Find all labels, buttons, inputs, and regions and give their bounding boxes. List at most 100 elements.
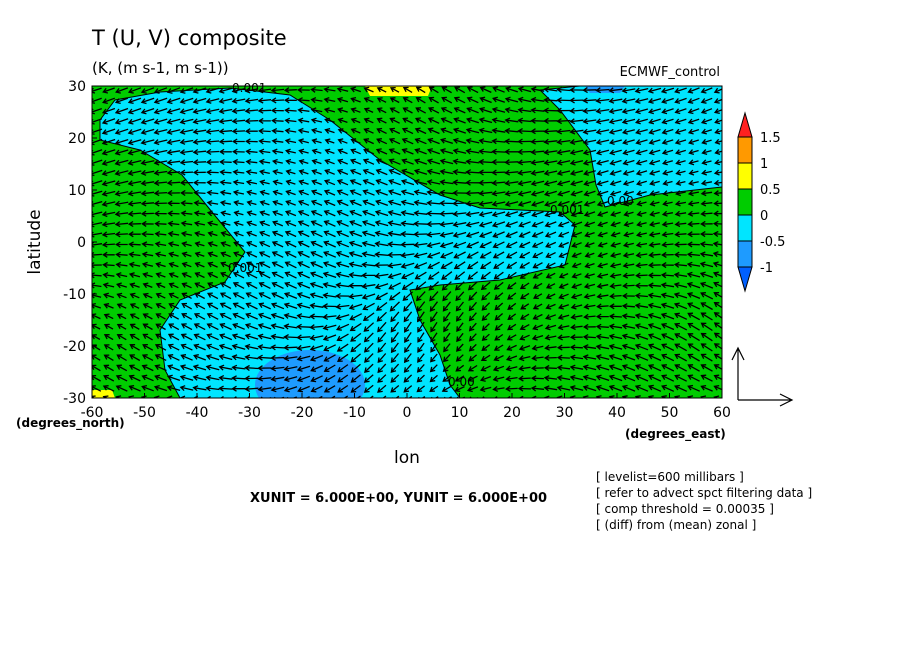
wind-vector (192, 364, 207, 371)
wind-vector (142, 313, 153, 320)
wind-vector (468, 291, 478, 301)
wind-vector (361, 293, 376, 300)
contour-fill (92, 390, 115, 398)
wind-vector (595, 343, 610, 350)
wind-vector (402, 117, 413, 124)
wind-vector (713, 190, 722, 197)
wind-vector (103, 323, 114, 330)
wind-vector (443, 322, 451, 333)
wind-vector (258, 128, 271, 135)
wind-vector (506, 271, 517, 280)
wind-vector (687, 200, 700, 207)
wind-vector (660, 302, 675, 309)
wind-vector (181, 261, 192, 268)
wind-vector (608, 303, 622, 310)
wind-vector (272, 200, 283, 206)
wind-vector (700, 353, 713, 362)
wind-vector (192, 87, 207, 94)
wind-vector (218, 87, 233, 94)
wind-vector (140, 210, 154, 217)
wind-vector (507, 323, 517, 331)
wind-vector (595, 333, 610, 340)
wind-vector (245, 261, 258, 269)
wind-vector (556, 159, 571, 166)
wind-vector (414, 137, 427, 145)
wind-vector (116, 292, 127, 299)
wind-vector (609, 170, 622, 176)
wind-vector (92, 211, 103, 218)
wind-vector (491, 179, 506, 186)
wind-vector (443, 311, 451, 323)
wind-vector (518, 231, 531, 238)
wind-vector (439, 168, 454, 175)
wind-vector (272, 189, 283, 196)
wind-vector (219, 395, 224, 398)
wind-vector (456, 322, 464, 332)
wind-vector (271, 158, 283, 165)
wind-vector (218, 138, 233, 145)
wind-vector (455, 354, 464, 362)
wind-vector (556, 344, 570, 351)
wind-vector (101, 128, 116, 135)
wind-vector (556, 170, 571, 176)
wind-vector (401, 168, 414, 176)
wind-vector (610, 231, 621, 238)
x-tick-label: 50 (661, 405, 679, 421)
wind-vector (348, 303, 363, 311)
wind-vector (374, 272, 389, 279)
wind-vector (311, 179, 322, 186)
wind-vector (337, 107, 348, 114)
wind-vector (167, 241, 180, 248)
wind-vector (336, 230, 349, 238)
wind-vector (686, 241, 700, 248)
wind-vector (674, 128, 687, 135)
wind-vector (713, 179, 722, 186)
wind-vector (543, 364, 557, 372)
wind-vector (506, 282, 517, 290)
wind-vector (377, 384, 387, 393)
wind-vector (660, 322, 675, 331)
wind-vector (583, 313, 596, 320)
wind-vector (339, 395, 349, 398)
wind-vector (180, 230, 193, 237)
wind-vector (662, 159, 673, 166)
wind-vector (571, 252, 582, 259)
wind-vector (674, 97, 687, 104)
wind-vector (310, 107, 323, 114)
wind-vector (168, 282, 179, 289)
wind-vector (167, 230, 180, 237)
wind-vector (713, 302, 722, 309)
wind-vector (428, 96, 439, 104)
wind-vector (233, 220, 244, 227)
wind-vector (141, 384, 154, 392)
wind-vector (479, 106, 493, 114)
wind-vector (323, 199, 336, 207)
wind-vector (660, 262, 674, 269)
wind-vector (244, 385, 259, 392)
wind-vector (179, 179, 193, 186)
wind-vector (430, 353, 438, 363)
wind-vector (621, 343, 636, 351)
wind-vector (219, 158, 232, 166)
wind-vector (336, 209, 349, 217)
wind-vector (556, 354, 570, 361)
wind-vector (403, 363, 412, 373)
wind-vector (439, 231, 454, 238)
wind-vector (361, 272, 376, 279)
wind-vector (310, 199, 323, 206)
wind-vector (570, 303, 583, 310)
wind-vector (231, 343, 246, 350)
wind-vector (296, 86, 310, 94)
wind-vector (298, 169, 309, 176)
wind-vector (569, 364, 584, 371)
wind-vector (532, 282, 543, 289)
wind-vector (621, 97, 636, 104)
colorbar-label: -0.5 (760, 235, 785, 250)
wind-vector (700, 364, 713, 372)
wind-vector (284, 281, 297, 289)
wind-vector (114, 128, 129, 135)
wind-vector (390, 385, 400, 393)
wind-vector (322, 271, 337, 279)
wind-vector (259, 210, 270, 217)
wind-vector (258, 292, 271, 300)
